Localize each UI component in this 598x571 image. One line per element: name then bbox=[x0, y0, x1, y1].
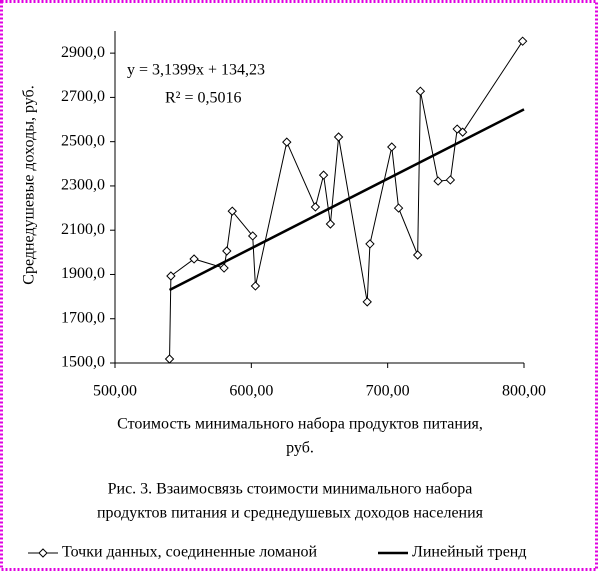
x-tick-label: 700,00 bbox=[366, 383, 410, 400]
y-tick-label: 2100,0 bbox=[61, 221, 105, 238]
r-squared: R² = 0,5016 bbox=[165, 90, 242, 107]
data-point bbox=[282, 137, 292, 147]
y-tick-label: 2500,0 bbox=[61, 132, 105, 149]
x-tick-label: 500,00 bbox=[93, 383, 137, 400]
equation: y = 3,1399x + 134,23 bbox=[127, 62, 265, 79]
data-point bbox=[222, 246, 232, 256]
x-axis-label: Стоимость минимального набора продуктов … bbox=[117, 416, 483, 433]
data-point bbox=[333, 132, 344, 142]
data-point bbox=[164, 354, 175, 364]
data-point bbox=[452, 124, 462, 134]
legend-label: Линейный тренд bbox=[412, 544, 527, 561]
y-tick-label: 1700,0 bbox=[61, 309, 105, 326]
data-point bbox=[457, 127, 468, 137]
data-point bbox=[517, 36, 528, 46]
trend-line bbox=[168, 108, 525, 292]
data-point bbox=[445, 175, 456, 185]
caption: продуктов питания и среднедушевых доходо… bbox=[97, 505, 484, 522]
data-point bbox=[318, 170, 329, 180]
x-tick-label: 600,00 bbox=[229, 383, 273, 400]
data-point bbox=[433, 176, 443, 186]
data-point bbox=[412, 250, 423, 260]
data-point bbox=[227, 206, 237, 216]
y-tick-label: 1900,0 bbox=[61, 265, 105, 282]
data-point bbox=[325, 219, 336, 229]
legend-label: Точки данных, соединенные ломаной bbox=[62, 544, 318, 561]
x-axis-label: руб. bbox=[286, 440, 314, 457]
data-point bbox=[393, 203, 404, 213]
data-point bbox=[250, 281, 261, 291]
data-point bbox=[310, 202, 321, 212]
y-axis-label: Среднедушевые доходы, руб. bbox=[21, 85, 38, 284]
data-point bbox=[219, 263, 229, 273]
data-point bbox=[166, 271, 176, 281]
x-tick-label: 800,00 bbox=[502, 383, 546, 400]
y-tick-label: 2700,0 bbox=[61, 88, 105, 105]
data-point bbox=[247, 231, 258, 241]
data-point bbox=[387, 142, 397, 152]
data-point bbox=[365, 239, 375, 249]
y-tick-label: 1500,0 bbox=[61, 354, 105, 371]
data-point bbox=[189, 254, 199, 264]
data-point bbox=[362, 297, 372, 307]
caption: Рис. 3. Взаимосвязь стоимости минимально… bbox=[108, 481, 473, 498]
y-tick-label: 2300,0 bbox=[61, 177, 105, 194]
legend-marker bbox=[38, 548, 48, 558]
y-tick-label: 2900,0 bbox=[61, 44, 105, 61]
data-point bbox=[415, 86, 426, 96]
